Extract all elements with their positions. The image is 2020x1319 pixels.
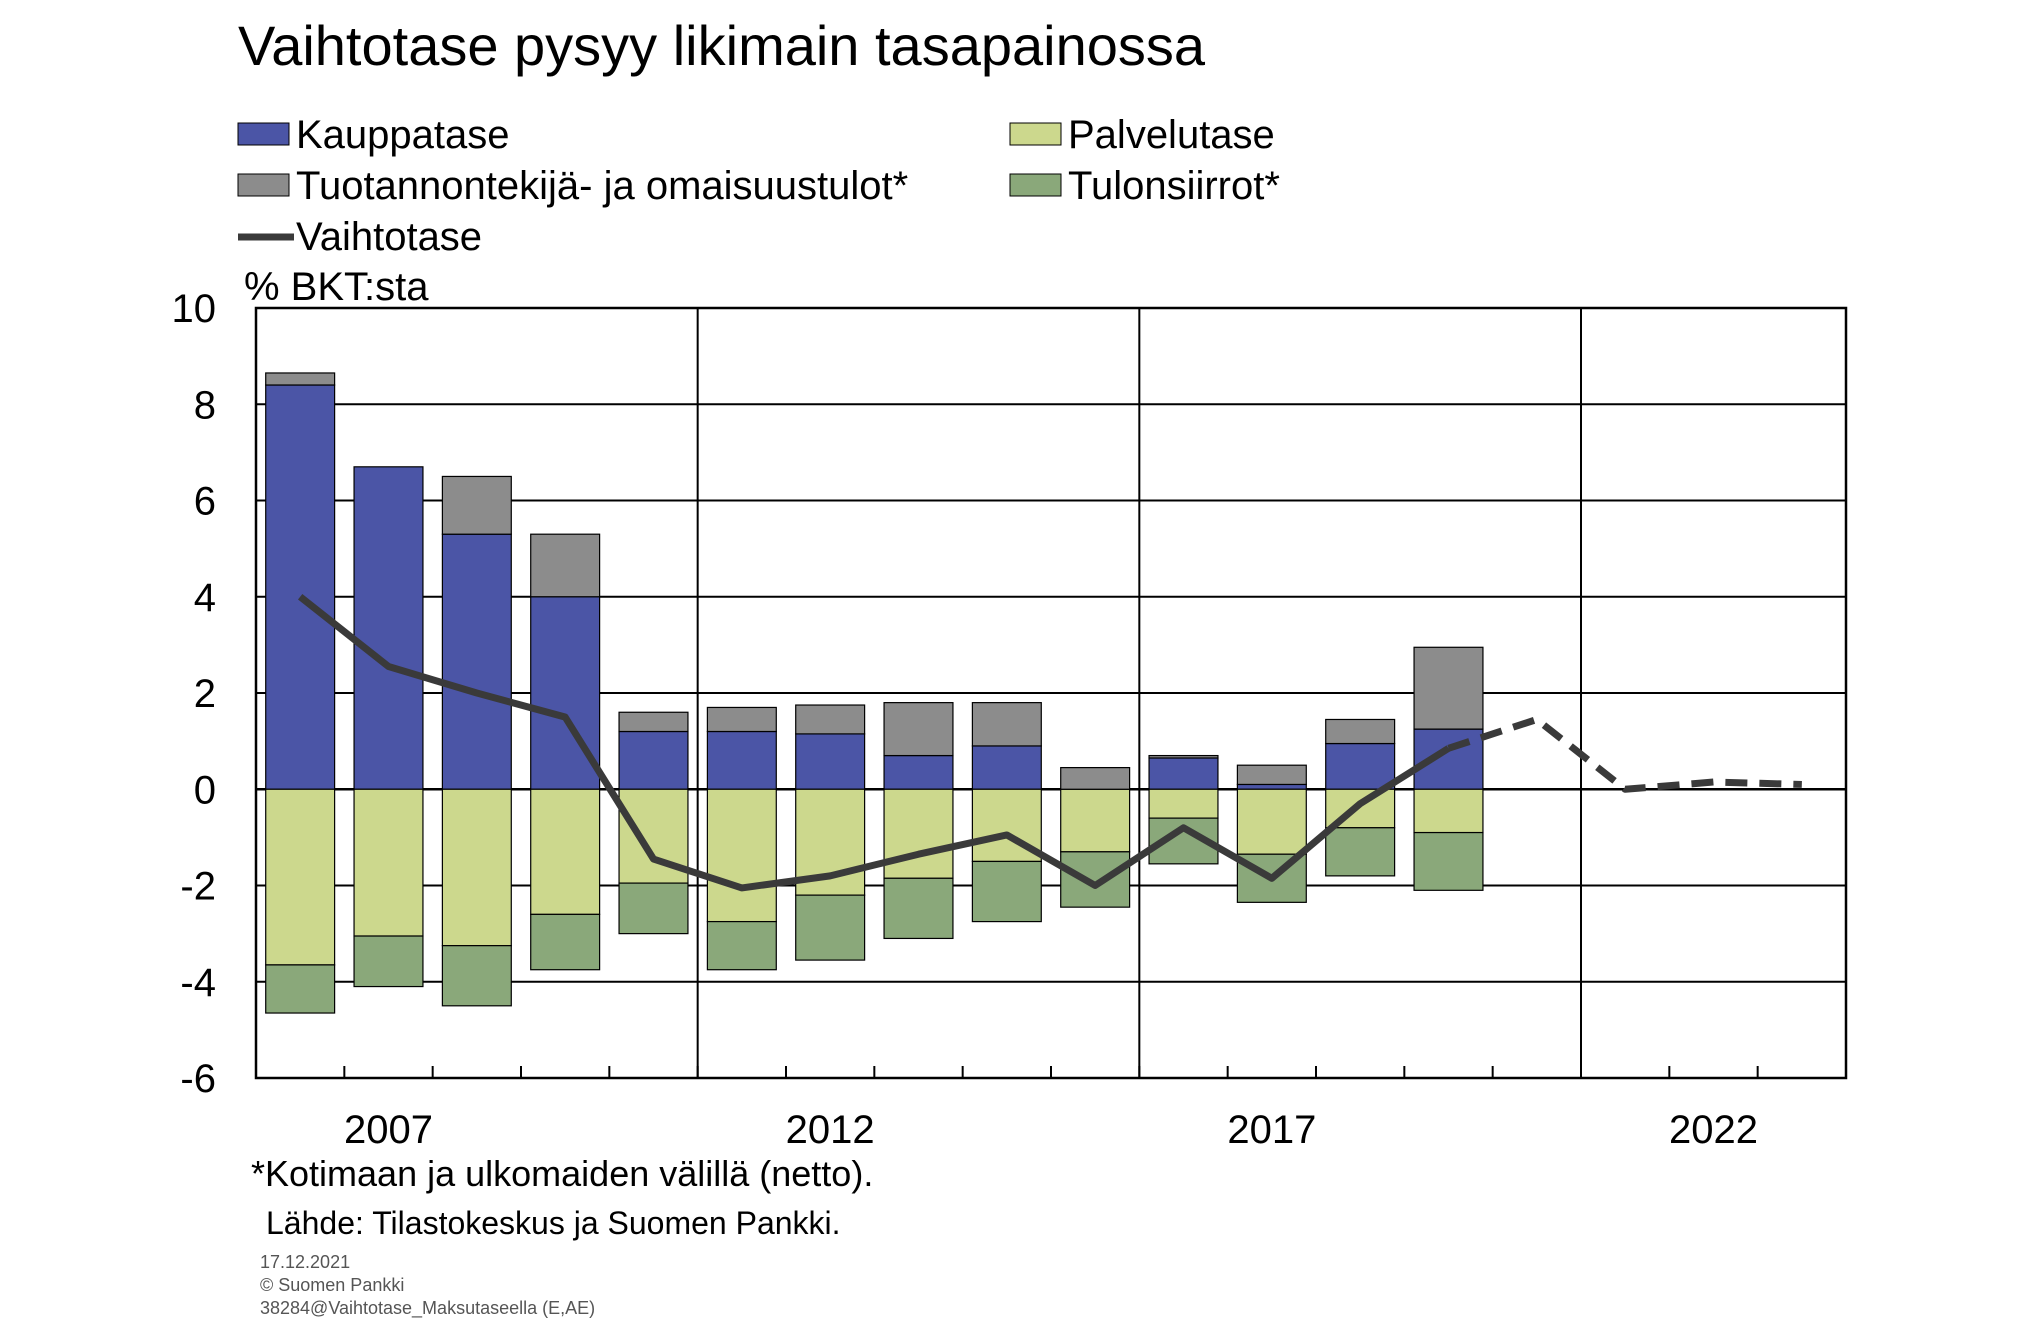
bar-tulonsiirrot-2009: [530, 913, 601, 971]
bar-kauppatase-2012: [795, 733, 866, 790]
bar-kauppatase-2016: [1148, 757, 1219, 790]
bar-tuotannontekijä-ja-omaisuustulot-2010: [618, 711, 689, 733]
legend-swatch-tulonsiirrot: [1009, 173, 1062, 197]
bar-tuotannontekijä-ja-omaisuustulot-2008: [441, 475, 512, 535]
bar-tuotannontekijä-ja-omaisuustulot-2018: [1325, 718, 1396, 745]
bar-tuotannontekijä-ja-omaisuustulot-2015: [1060, 766, 1131, 790]
legend: Kauppatase Palvelutase Tuotannontekijä- …: [237, 113, 1280, 259]
legend-swatch-tuotannontekija: [237, 173, 290, 197]
legend-label-vaihtotase: Vaihtotase: [296, 215, 482, 259]
bar-tulonsiirrot-2014: [971, 860, 1042, 923]
legend-swatch-palvelutase: [1009, 122, 1062, 146]
bar-tulonsiirrot-2013: [883, 877, 954, 940]
y-tick-label: 0: [194, 768, 216, 812]
legend-item-palvelutase: Palvelutase: [1009, 113, 1275, 157]
chart-id: 38284@Vaihtotase_Maksutaseella (E,AE): [260, 1298, 595, 1319]
legend-label-tuotannontekija: Tuotannontekijä- ja omaisuustulot*: [296, 164, 908, 208]
bar-palvelutase-2017: [1236, 788, 1307, 855]
x-tick-label: 2017: [1227, 1108, 1316, 1152]
bar-palvelutase-2014: [971, 788, 1042, 863]
chart-title: Vaihtotase pysyy likimain tasapainossa: [238, 14, 1206, 77]
bar-tulonsiirrot-2008: [441, 945, 512, 1007]
copyright: © Suomen Pankki: [260, 1275, 404, 1295]
bar-tulonsiirrot-2006: [265, 964, 336, 1014]
bar-tuotannontekijä-ja-omaisuustulot-2012: [795, 704, 866, 735]
y-tick-label: 6: [194, 480, 216, 524]
bar-tuotannontekijä-ja-omaisuustulot-2009: [530, 533, 601, 598]
bar-tuotannontekijä-ja-omaisuustulot-2013: [883, 702, 954, 757]
bar-palvelutase-2009: [530, 788, 601, 915]
bar-tulonsiirrot-2018: [1325, 827, 1396, 877]
bar-kauppatase-2011: [706, 730, 777, 790]
bar-kauppatase-2008: [441, 533, 512, 790]
legend-item-tuotannontekija: Tuotannontekijä- ja omaisuustulot*: [237, 164, 908, 208]
y-tick-label: -2: [180, 865, 216, 909]
bar-kauppatase-2019: [1413, 728, 1484, 790]
y-tick-label: 10: [172, 287, 217, 331]
bar-palvelutase-2015: [1060, 788, 1131, 853]
y-axis-unit-label: % BKT:sta: [244, 265, 429, 309]
bar-kauppatase-2006: [265, 384, 336, 790]
bar-palvelutase-2019: [1413, 788, 1484, 834]
bar-tuotannontekijä-ja-omaisuustulot-2017: [1236, 764, 1307, 786]
bars: [265, 372, 1484, 1014]
legend-label-kauppatase: Kauppatase: [296, 113, 510, 157]
y-axis-tick-labels: 10 8 6 4 2 0 -2 -4 -6: [172, 287, 217, 1101]
plot-frame: [254, 306, 1848, 1080]
bar-tuotannontekijä-ja-omaisuustulot-2019: [1413, 646, 1484, 730]
bar-palvelutase-2013: [883, 788, 954, 879]
bar-kauppatase-2014: [971, 745, 1042, 790]
bar-tuotannontekijä-ja-omaisuustulot-2016: [1148, 754, 1219, 759]
source-note: Lähde: Tilastokeskus ja Suomen Pankki.: [266, 1205, 841, 1241]
y-tick-label: 2: [194, 672, 216, 716]
line-vaihtotase-forecast: [1447, 715, 1802, 793]
x-axis-tick-labels: 2007 2012 2017 2022: [344, 1108, 1758, 1152]
bar-tuotannontekijä-ja-omaisuustulot-2011: [706, 706, 777, 733]
bar-tulonsiirrot-2019: [1413, 831, 1484, 891]
y-tick-label: 4: [194, 576, 216, 620]
bar-tulonsiirrot-2007: [353, 935, 424, 988]
legend-item-vaihtotase: Vaihtotase: [238, 215, 482, 259]
y-tick-label: -4: [180, 961, 216, 1005]
bar-kauppatase-2007: [353, 466, 424, 790]
bar-kauppatase-2010: [618, 730, 689, 790]
bar-tulonsiirrot-2011: [706, 920, 777, 971]
legend-swatch-kauppatase: [237, 122, 290, 146]
bar-palvelutase-2011: [706, 788, 777, 923]
y-tick-label: 8: [194, 383, 216, 427]
bar-kauppatase-2018: [1325, 742, 1396, 790]
bar-palvelutase-2006: [265, 788, 336, 966]
legend-label-tulonsiirrot: Tulonsiirrot*: [1068, 164, 1280, 208]
bar-tulonsiirrot-2015: [1060, 851, 1131, 908]
publish-date: 17.12.2021: [260, 1252, 350, 1272]
line-vaihtotase-actual: [297, 594, 1451, 892]
legend-label-palvelutase: Palvelutase: [1068, 113, 1275, 157]
bar-palvelutase-2008: [441, 788, 512, 947]
bar-palvelutase-2007: [353, 788, 424, 937]
bar-kauppatase-2017: [1236, 783, 1307, 790]
footnote: *Kotimaan ja ulkomaiden välillä (netto).: [251, 1153, 873, 1194]
x-tick-label: 2022: [1669, 1108, 1758, 1152]
bar-tuotannontekijä-ja-omaisuustulot-2006: [265, 372, 336, 386]
y-tick-label: -6: [180, 1057, 216, 1101]
x-tick-label: 2007: [344, 1108, 433, 1152]
bar-kauppatase-2013: [883, 754, 954, 790]
bar-tulonsiirrot-2012: [795, 894, 866, 961]
legend-item-kauppatase: Kauppatase: [237, 113, 510, 157]
current-account-line: [297, 594, 1802, 892]
bar-palvelutase-2016: [1148, 788, 1219, 819]
x-tick-label: 2012: [786, 1108, 875, 1152]
bar-tuotannontekijä-ja-omaisuustulot-2014: [971, 702, 1042, 747]
legend-item-tulonsiirrot: Tulonsiirrot*: [1009, 164, 1280, 208]
bar-tulonsiirrot-2010: [618, 882, 689, 935]
